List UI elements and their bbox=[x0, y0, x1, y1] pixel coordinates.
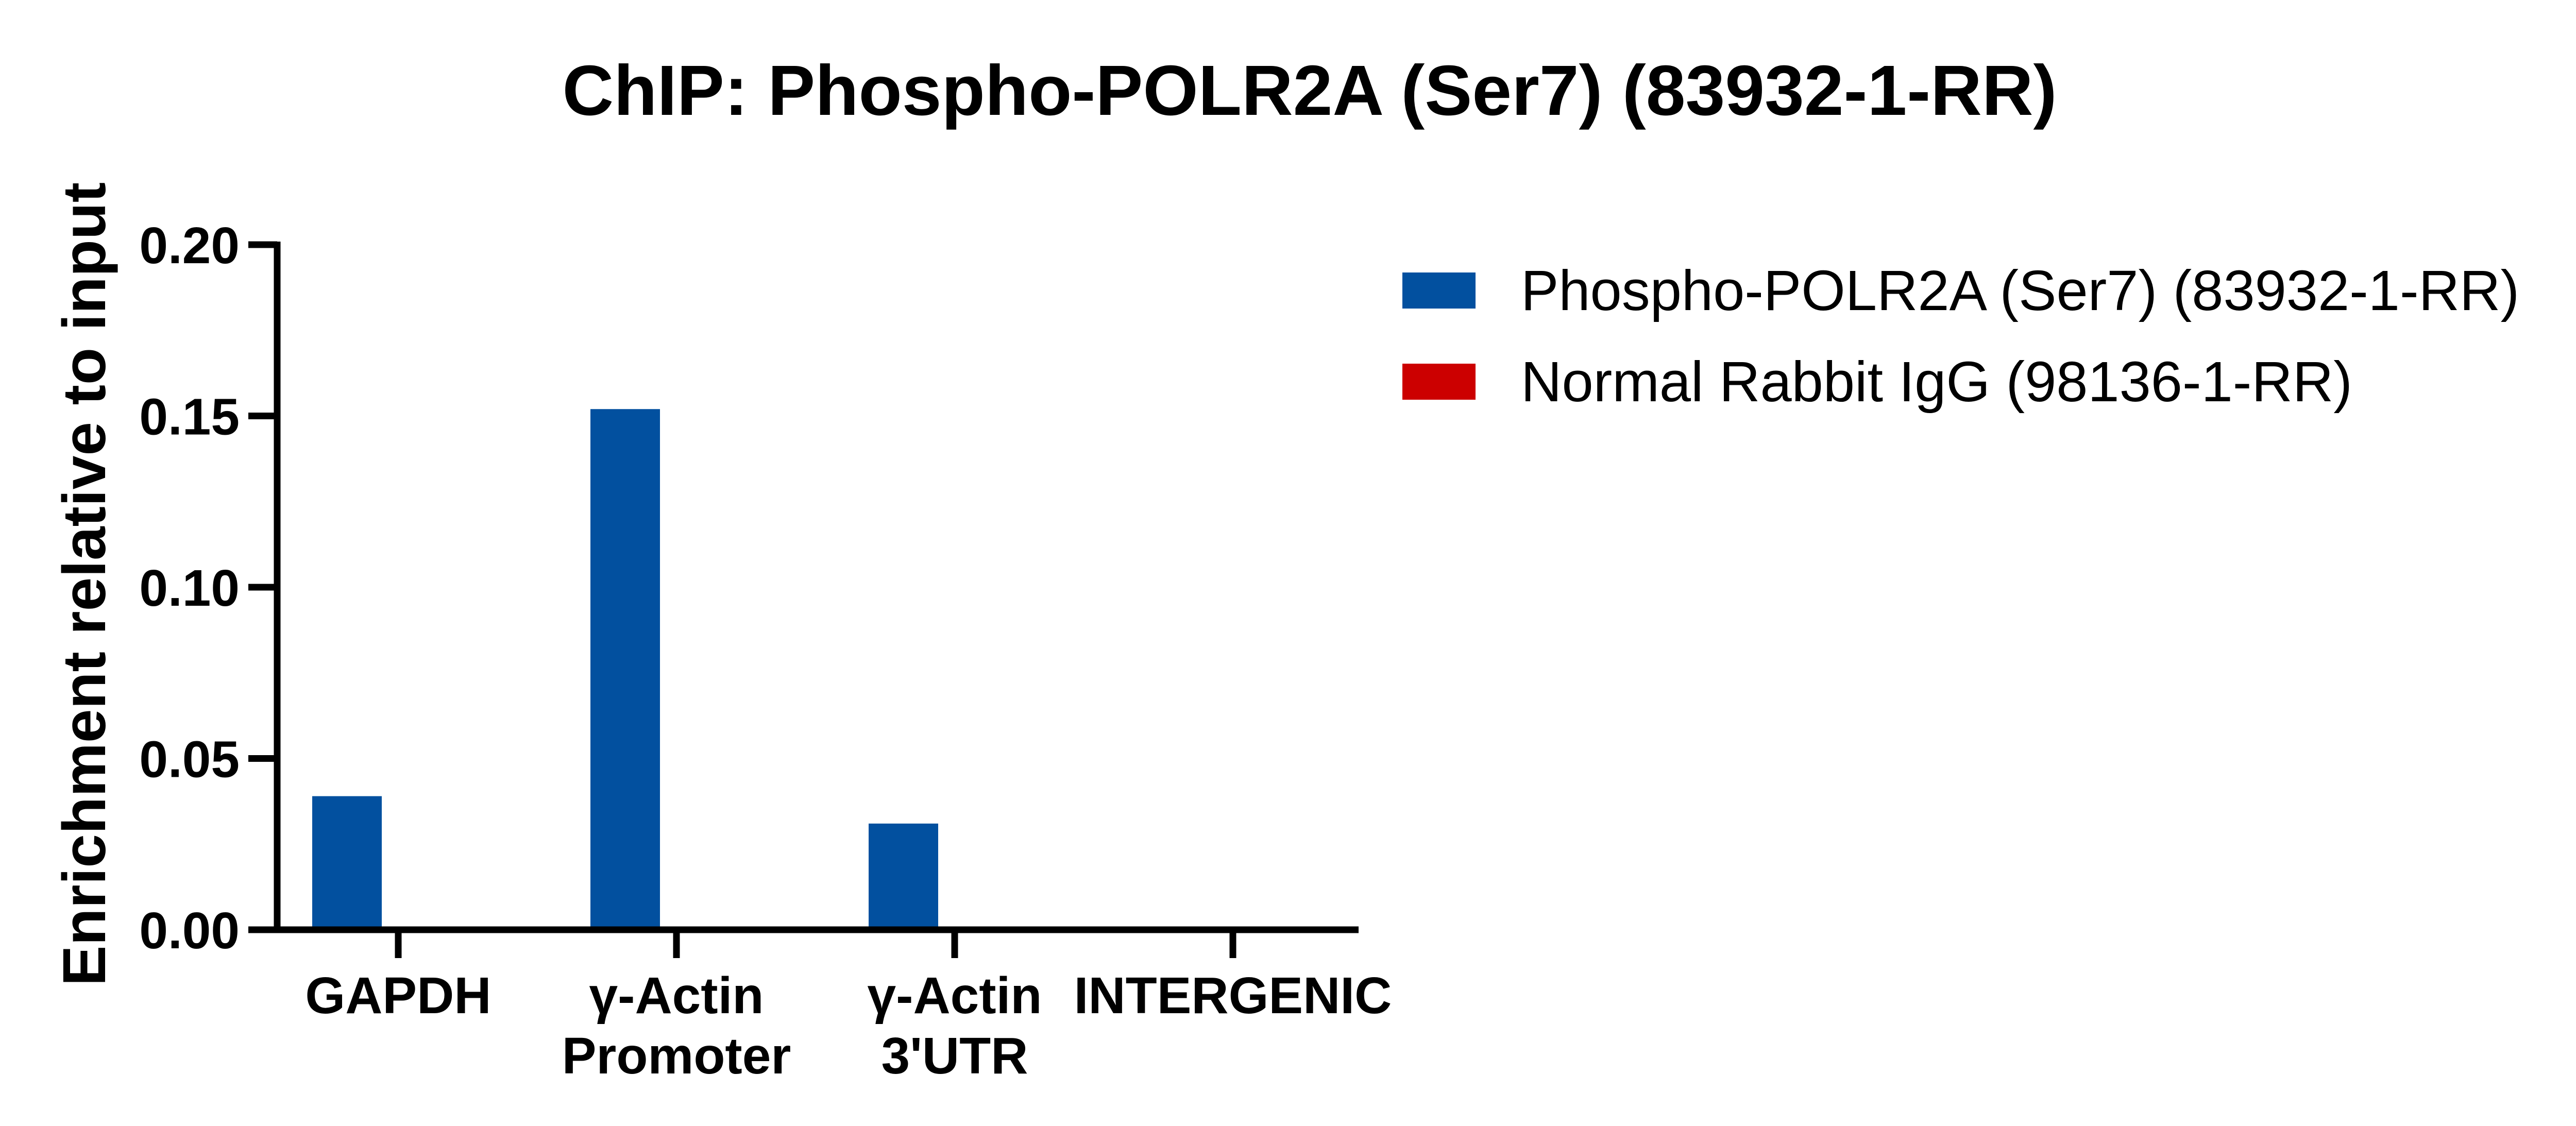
y-tick-label: 0.00 bbox=[139, 902, 240, 960]
x-category-label: GAPDH bbox=[305, 967, 491, 1025]
legend-swatch bbox=[1402, 272, 1476, 309]
bar-phospho-polr2a bbox=[869, 823, 938, 930]
legend: Phospho-POLR2A (Ser7) (83932-1-RR) Normal… bbox=[1402, 259, 2519, 414]
x-category-label: Promoter bbox=[562, 1027, 791, 1085]
x-category-label: γ-Actin bbox=[589, 967, 764, 1025]
legend-label: Phospho-POLR2A (Ser7) (83932-1-RR) bbox=[1521, 259, 2519, 322]
y-tick-label: 0.05 bbox=[139, 731, 240, 789]
bar-phospho-polr2a bbox=[312, 796, 382, 930]
chart-title: ChIP: Phospho-POLR2A (Ser7) (83932-1-RR) bbox=[563, 51, 2057, 130]
legend-label: Normal Rabbit IgG (98136-1-RR) bbox=[1521, 350, 2352, 414]
bar-phospho-polr2a bbox=[590, 409, 660, 930]
legend-swatch bbox=[1402, 364, 1476, 400]
y-tick-label: 0.15 bbox=[139, 388, 240, 446]
y-tick-label: 0.10 bbox=[139, 559, 240, 617]
x-category-label: INTERGENIC bbox=[1074, 967, 1392, 1025]
x-category-label: γ-Actin bbox=[868, 967, 1042, 1025]
bars bbox=[312, 409, 938, 930]
x-category-label: 3'UTR bbox=[882, 1027, 1028, 1085]
y-axis-label: Enrichment relative to input bbox=[50, 182, 118, 986]
x-axis-ticks: GAPDH γ-ActinPromoterγ-Actin3'UTRINTERGEN… bbox=[305, 930, 1392, 1085]
y-axis-ticks: 0.00 0.05 0.10 0.15 0.20 bbox=[139, 217, 277, 960]
y-tick-label: 0.20 bbox=[139, 217, 240, 275]
